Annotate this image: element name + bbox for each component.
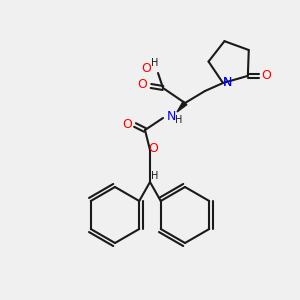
Text: O: O — [261, 69, 271, 82]
Polygon shape — [177, 101, 187, 112]
Text: O: O — [141, 61, 151, 74]
Text: N: N — [222, 76, 232, 89]
Text: N: N — [166, 110, 176, 122]
Text: H: H — [175, 115, 183, 125]
Text: O: O — [148, 142, 158, 154]
Text: H: H — [151, 171, 159, 181]
Text: O: O — [137, 79, 147, 92]
Text: O: O — [122, 118, 132, 131]
Text: N: N — [222, 76, 232, 89]
Text: H: H — [151, 58, 159, 68]
